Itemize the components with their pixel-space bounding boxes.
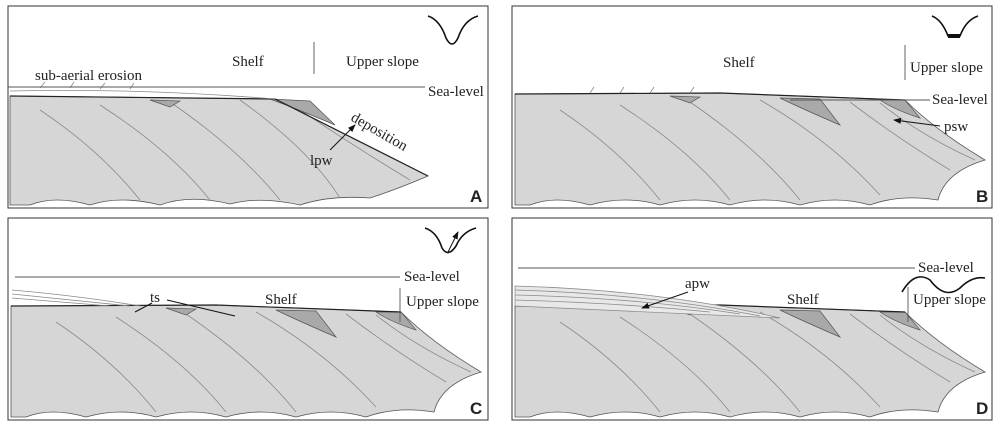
annotation: lpw (310, 153, 333, 169)
panel-d: Sea-level apw Shelf Upper slope D (511, 217, 993, 421)
icon (427, 15, 479, 45)
annotation: sub-aerial erosion (35, 68, 143, 84)
annotation: apw (685, 276, 710, 292)
annotation: psw (944, 119, 968, 135)
panel-letter: A (470, 187, 482, 206)
shelf-label: Shelf (787, 292, 819, 308)
panel-letter: D (976, 399, 988, 418)
panel-a: Shelf Upper slope Sea-level sub-aerial e… (7, 5, 489, 209)
upper-slope-label: Upper slope (913, 292, 986, 308)
panel-c: Sea-level ts Shelf Upper slope C (7, 217, 489, 421)
panel-letter: C (470, 399, 482, 418)
icon (901, 276, 986, 294)
sea-level-label: Sea-level (404, 269, 460, 285)
panel-letter: B (976, 187, 988, 206)
shelf-label: Shelf (265, 292, 297, 308)
upper-slope-label: Upper slope (910, 60, 983, 76)
panel-b: Shelf Upper slope Sea-level psw B (511, 5, 993, 209)
sea-level-label: Sea-level (918, 260, 974, 276)
shelf-label: Shelf (232, 54, 264, 70)
upper-slope-label: Upper slope (346, 54, 419, 70)
sea-level-label: Sea-level (932, 92, 988, 108)
upper-slope-label: Upper slope (406, 294, 479, 310)
sea-level-label: Sea-level (428, 84, 484, 100)
sediment-body (9, 95, 429, 206)
annotation: ts (150, 290, 160, 306)
icon (424, 227, 477, 254)
shelf-label: Shelf (723, 55, 755, 71)
